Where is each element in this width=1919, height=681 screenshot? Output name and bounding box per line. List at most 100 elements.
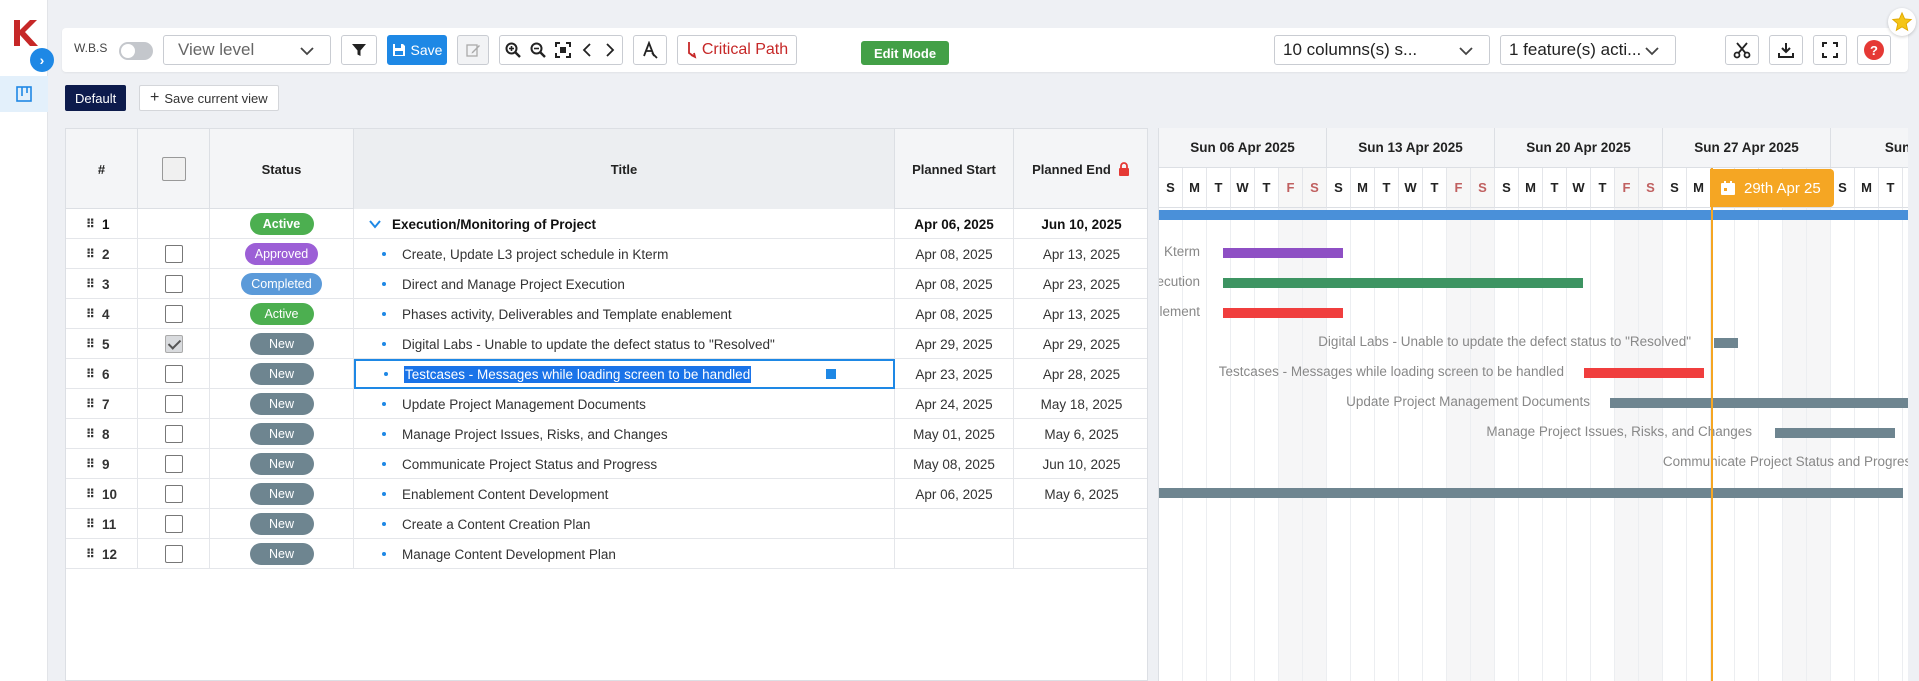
table-row[interactable]: ⠿ 4 Active Phases activity, Deliverables an… [66, 299, 1147, 329]
row-checkbox[interactable] [164, 335, 183, 353]
critical-path-button[interactable]: Critical Path [677, 35, 797, 65]
view-level-select[interactable]: View level [163, 35, 331, 65]
row-checkbox[interactable] [164, 245, 183, 263]
favorite-star-button[interactable] [1888, 8, 1916, 36]
table-row[interactable]: ⠿ 10 New Enablement Content Development Apr … [66, 479, 1147, 509]
title-cell[interactable]: Digital Labs - Unable to update the defe… [354, 329, 895, 359]
header-planned-start[interactable]: Planned Start [895, 129, 1014, 209]
fit-icon[interactable] [554, 42, 571, 58]
title-cell[interactable]: Execution/Monitoring of Project [354, 209, 895, 239]
row-select-cell[interactable] [138, 299, 210, 329]
chevron-right-icon[interactable] [603, 42, 617, 58]
drag-handle-icon[interactable]: ⠿ [86, 277, 95, 291]
header-num[interactable]: # [66, 129, 138, 209]
row-checkbox[interactable] [164, 365, 183, 383]
row-number-cell[interactable]: ⠿ 1 [66, 209, 138, 239]
title-cell[interactable]: Phases activity, Deliverables and Templa… [354, 299, 895, 329]
gantt-summary-bar[interactable] [1159, 210, 1908, 220]
drag-handle-icon[interactable]: ⠿ [86, 367, 95, 381]
zoom-out-icon[interactable] [530, 42, 546, 58]
gantt-task-bar[interactable] [1223, 278, 1583, 288]
planned-start-cell[interactable]: Apr 06, 2025 [895, 479, 1014, 509]
fullscreen-button[interactable] [1813, 35, 1847, 65]
row-number-cell[interactable]: ⠿ 3 [66, 269, 138, 299]
title-cell[interactable]: Update Project Management Documents [354, 389, 895, 419]
table-row-parent[interactable]: ⠿ 1 Active Execution/Monitoring of Project A… [66, 209, 1147, 239]
row-number-cell[interactable]: ⠿ 9 [66, 449, 138, 479]
planned-start-cell[interactable]: Apr 24, 2025 [895, 389, 1014, 419]
table-row[interactable]: ⠿ 7 New Update Project Management Documents… [66, 389, 1147, 419]
planned-end-cell[interactable] [1014, 539, 1147, 569]
status-cell[interactable]: New [210, 509, 354, 539]
row-checkbox[interactable] [164, 545, 183, 563]
planned-start-cell[interactable]: May 08, 2025 [895, 449, 1014, 479]
expand-sidebar-button[interactable]: › [30, 48, 54, 72]
row-number-cell[interactable]: ⠿ 8 [66, 419, 138, 449]
row-checkbox[interactable] [164, 455, 183, 473]
title-cell[interactable]: Manage Project Issues, Risks, and Change… [354, 419, 895, 449]
planned-end-cell[interactable]: Apr 13, 2025 [1042, 246, 1121, 262]
drag-handle-icon[interactable]: ⠿ [86, 307, 95, 321]
planned-end-cell[interactable]: Apr 13, 2025 [1042, 306, 1121, 322]
gantt-task-bar[interactable] [1584, 368, 1704, 378]
row-number-cell[interactable]: ⠿ 12 [66, 539, 138, 569]
download-button[interactable] [1769, 35, 1803, 65]
table-row[interactable]: ⠿ 8 New Manage Project Issues, Risks, and C… [66, 419, 1147, 449]
title-cell[interactable]: Enablement Content Development [354, 479, 895, 509]
drag-handle-icon[interactable]: ⠿ [86, 487, 95, 501]
edit-mode-button[interactable]: Edit Mode [861, 41, 949, 65]
status-cell[interactable]: New [210, 419, 354, 449]
chevron-down-icon[interactable] [368, 217, 382, 231]
planned-end-cell[interactable]: May 18, 2025 [1040, 396, 1123, 412]
planned-start-cell[interactable]: Apr 08, 2025 [895, 269, 1014, 299]
select-all-checkbox[interactable] [161, 157, 186, 181]
status-cell[interactable]: Active [210, 299, 354, 329]
table-row[interactable]: ⠿ 3 Completed Direct and Manage Project Exe… [66, 269, 1147, 299]
save-button[interactable]: Save [387, 35, 447, 65]
chevron-left-icon[interactable] [580, 42, 594, 58]
status-cell[interactable]: Completed [210, 269, 354, 299]
row-select-cell[interactable] [138, 419, 210, 449]
status-cell[interactable]: New [210, 389, 354, 419]
gantt-task-bar[interactable] [1714, 338, 1738, 348]
title-cell[interactable]: Create a Content Creation Plan [354, 509, 895, 539]
planned-end-cell[interactable]: Apr 28, 2025 [1042, 366, 1121, 382]
row-select-cell[interactable] [138, 389, 210, 419]
text-format-button[interactable] [633, 35, 667, 65]
planned-end-cell[interactable]: May 6, 2025 [1044, 486, 1119, 502]
drag-handle-icon[interactable]: ⠿ [86, 397, 95, 411]
edit-button[interactable] [457, 35, 489, 65]
table-row[interactable]: ⠿ 2 Approved Create, Update L3 project sche… [66, 239, 1147, 269]
status-cell[interactable]: New [210, 359, 354, 389]
planned-end-cell[interactable]: May 6, 2025 [1044, 426, 1119, 442]
table-row[interactable]: ⠿ 12 New Manage Content Development Plan [66, 539, 1147, 569]
header-select-all[interactable] [138, 129, 210, 209]
drag-handle-icon[interactable]: ⠿ [86, 427, 95, 441]
row-checkbox[interactable] [164, 425, 183, 443]
planned-start-cell[interactable]: Apr 23, 2025 [895, 359, 1014, 389]
row-select-cell[interactable] [138, 329, 210, 359]
feature-select[interactable]: 1 feature(s) acti... [1500, 35, 1676, 65]
default-view-tab[interactable]: Default [65, 85, 127, 111]
row-select-cell[interactable] [138, 539, 210, 569]
title-cell[interactable]: Create, Update L3 project schedule in Kt… [354, 239, 895, 269]
row-select-cell[interactable] [138, 479, 210, 509]
header-planned-end[interactable]: Planned End [1014, 129, 1147, 209]
drag-handle-icon[interactable]: ⠿ [86, 247, 95, 261]
row-checkbox[interactable] [164, 305, 183, 323]
title-cell[interactable]: Communicate Project Status and Progress [354, 449, 895, 479]
zoom-in-icon[interactable] [505, 42, 521, 58]
status-cell[interactable]: Approved [210, 239, 354, 269]
gantt-task-bar[interactable] [1223, 308, 1343, 318]
table-row[interactable]: ⠿ 9 New Communicate Project Status and Prog… [66, 449, 1147, 479]
planned-start-cell[interactable] [895, 509, 1014, 539]
planned-end-cell[interactable] [1014, 509, 1147, 539]
drag-handle-icon[interactable]: ⠿ [86, 457, 95, 471]
filter-button[interactable] [341, 35, 377, 65]
drag-handle-icon[interactable]: ⠿ [86, 337, 95, 351]
app-logo[interactable] [8, 16, 42, 50]
title-cell[interactable]: Testcases - Messages while loading scree… [354, 359, 895, 389]
status-cell[interactable]: New [210, 449, 354, 479]
fill-handle[interactable] [826, 369, 836, 379]
header-title[interactable]: Title [354, 129, 895, 209]
